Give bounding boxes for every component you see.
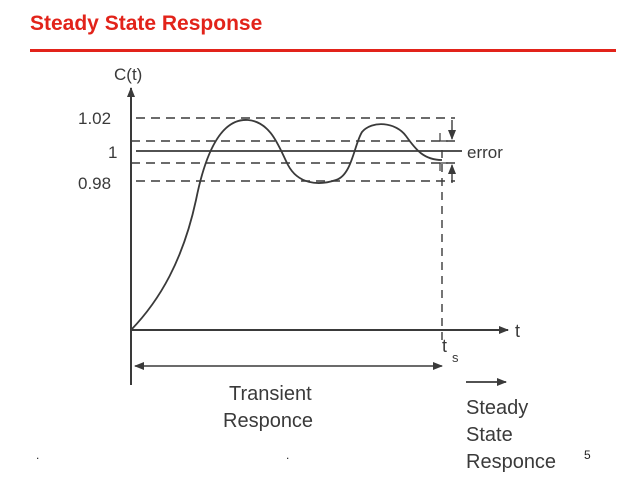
steady-label-line3: Responce <box>466 451 556 473</box>
slide-number: 5 <box>584 448 591 462</box>
tick-label-final: 1 <box>108 143 117 162</box>
y-axis-label: C(t) <box>114 65 142 84</box>
footer-center-text: . <box>286 448 290 462</box>
error-bracket <box>439 133 448 171</box>
title-underline <box>30 49 616 52</box>
tick-label-upper: 1.02 <box>78 109 111 128</box>
settling-time-subscript: s <box>452 350 459 365</box>
response-curve <box>130 119 443 331</box>
error-label: error <box>467 143 503 162</box>
steady-label-line2: State <box>466 424 513 446</box>
settling-time-label: t <box>442 336 447 356</box>
transient-label-line1: Transient <box>229 383 312 405</box>
footer-left-text: . <box>36 448 40 462</box>
steady-label-line1: Steady <box>466 397 528 419</box>
tick-label-lower: 0.98 <box>78 174 111 193</box>
slide-title: Steady State Response <box>30 12 263 35</box>
transient-label-line2: Responce <box>223 410 313 432</box>
x-axis-label: t <box>515 321 520 341</box>
